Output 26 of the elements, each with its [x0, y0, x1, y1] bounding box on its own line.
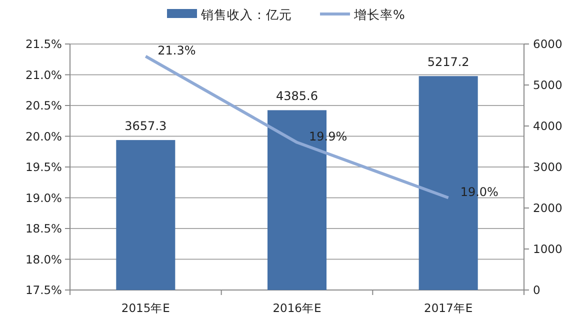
legend-label: 销售收入：亿元	[200, 7, 292, 22]
y-tick-label: 18.0%	[25, 252, 62, 266]
y2-tick-label: 1000	[533, 242, 562, 256]
data-label: 3657.3	[124, 119, 167, 134]
data-label: 4385.6	[276, 89, 318, 104]
y2-tick-label: 5000	[533, 78, 562, 92]
legend-label: 增长率%	[353, 7, 405, 22]
y-tick-label: 21.0%	[25, 68, 62, 82]
y2-tick-label: 0	[533, 283, 540, 297]
data-label: 5217.2	[427, 55, 470, 70]
y-tick-label: 20.5%	[25, 98, 62, 112]
y-tick-label: 18.5%	[25, 222, 62, 236]
y2-tick-label: 6000	[533, 37, 562, 51]
y-tick-label: 19.5%	[25, 160, 62, 174]
x-tick-label: 2017年E	[424, 301, 473, 315]
y-tick-label: 19.0%	[25, 190, 62, 205]
y2-tick-label: 2000	[533, 201, 562, 215]
y-tick-label: 21.5%	[25, 37, 62, 51]
y-tick-label: 17.5%	[25, 283, 62, 297]
y-tick-label: 20.0%	[25, 129, 62, 144]
bar	[116, 140, 176, 290]
x-tick-label: 2016年E	[272, 301, 322, 315]
data-label: 21.3%	[158, 43, 196, 58]
x-tick-label: 2015年E	[121, 301, 170, 315]
y2-tick-label: 4000	[533, 119, 562, 133]
y2-tick-label: 3000	[533, 160, 562, 174]
